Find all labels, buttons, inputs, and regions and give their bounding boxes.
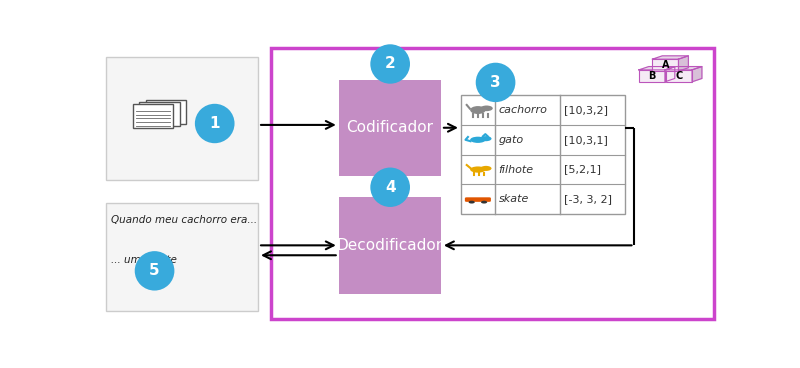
Ellipse shape bbox=[134, 251, 174, 291]
Text: gato: gato bbox=[498, 135, 524, 145]
FancyBboxPatch shape bbox=[106, 203, 258, 311]
Text: 2: 2 bbox=[385, 57, 395, 71]
Ellipse shape bbox=[195, 104, 234, 143]
FancyBboxPatch shape bbox=[465, 197, 491, 202]
Polygon shape bbox=[678, 56, 688, 71]
FancyBboxPatch shape bbox=[338, 197, 441, 294]
Polygon shape bbox=[639, 67, 675, 70]
Text: [5,2,1]: [5,2,1] bbox=[564, 164, 601, 174]
Circle shape bbox=[480, 106, 493, 111]
Polygon shape bbox=[692, 67, 702, 82]
Ellipse shape bbox=[370, 167, 410, 207]
FancyBboxPatch shape bbox=[338, 79, 441, 176]
Polygon shape bbox=[666, 67, 702, 70]
Text: filhote: filhote bbox=[498, 164, 534, 174]
Text: [-3, 3, 2]: [-3, 3, 2] bbox=[564, 194, 612, 204]
Text: [10,3,2]: [10,3,2] bbox=[564, 105, 608, 115]
Circle shape bbox=[469, 201, 474, 204]
Text: A: A bbox=[662, 60, 669, 70]
Polygon shape bbox=[653, 56, 688, 59]
Text: 3: 3 bbox=[490, 75, 501, 90]
FancyBboxPatch shape bbox=[146, 100, 186, 124]
Circle shape bbox=[481, 201, 487, 204]
Text: C: C bbox=[675, 71, 682, 81]
Text: [10,3,1]: [10,3,1] bbox=[564, 135, 608, 145]
Text: 1: 1 bbox=[210, 116, 220, 131]
Polygon shape bbox=[665, 67, 675, 82]
Ellipse shape bbox=[476, 63, 515, 102]
FancyBboxPatch shape bbox=[666, 70, 692, 82]
Text: cachorro: cachorro bbox=[498, 105, 547, 115]
Text: Decodificador: Decodificador bbox=[337, 238, 443, 253]
Text: Codificador: Codificador bbox=[346, 120, 434, 135]
Text: 4: 4 bbox=[385, 180, 395, 195]
FancyBboxPatch shape bbox=[461, 95, 625, 214]
Text: ... um filhote: ... um filhote bbox=[111, 255, 177, 265]
FancyBboxPatch shape bbox=[639, 70, 665, 82]
Circle shape bbox=[480, 136, 491, 141]
Ellipse shape bbox=[470, 106, 486, 114]
Ellipse shape bbox=[470, 137, 486, 143]
FancyBboxPatch shape bbox=[106, 57, 258, 180]
Text: B: B bbox=[648, 71, 655, 81]
Ellipse shape bbox=[470, 166, 486, 173]
FancyBboxPatch shape bbox=[133, 105, 173, 128]
Text: skate: skate bbox=[498, 194, 529, 204]
Circle shape bbox=[480, 166, 491, 171]
Ellipse shape bbox=[370, 44, 410, 84]
FancyBboxPatch shape bbox=[653, 59, 678, 71]
Text: Quando meu cachorro era...: Quando meu cachorro era... bbox=[111, 215, 258, 225]
Text: 5: 5 bbox=[150, 263, 160, 278]
FancyBboxPatch shape bbox=[139, 102, 180, 126]
